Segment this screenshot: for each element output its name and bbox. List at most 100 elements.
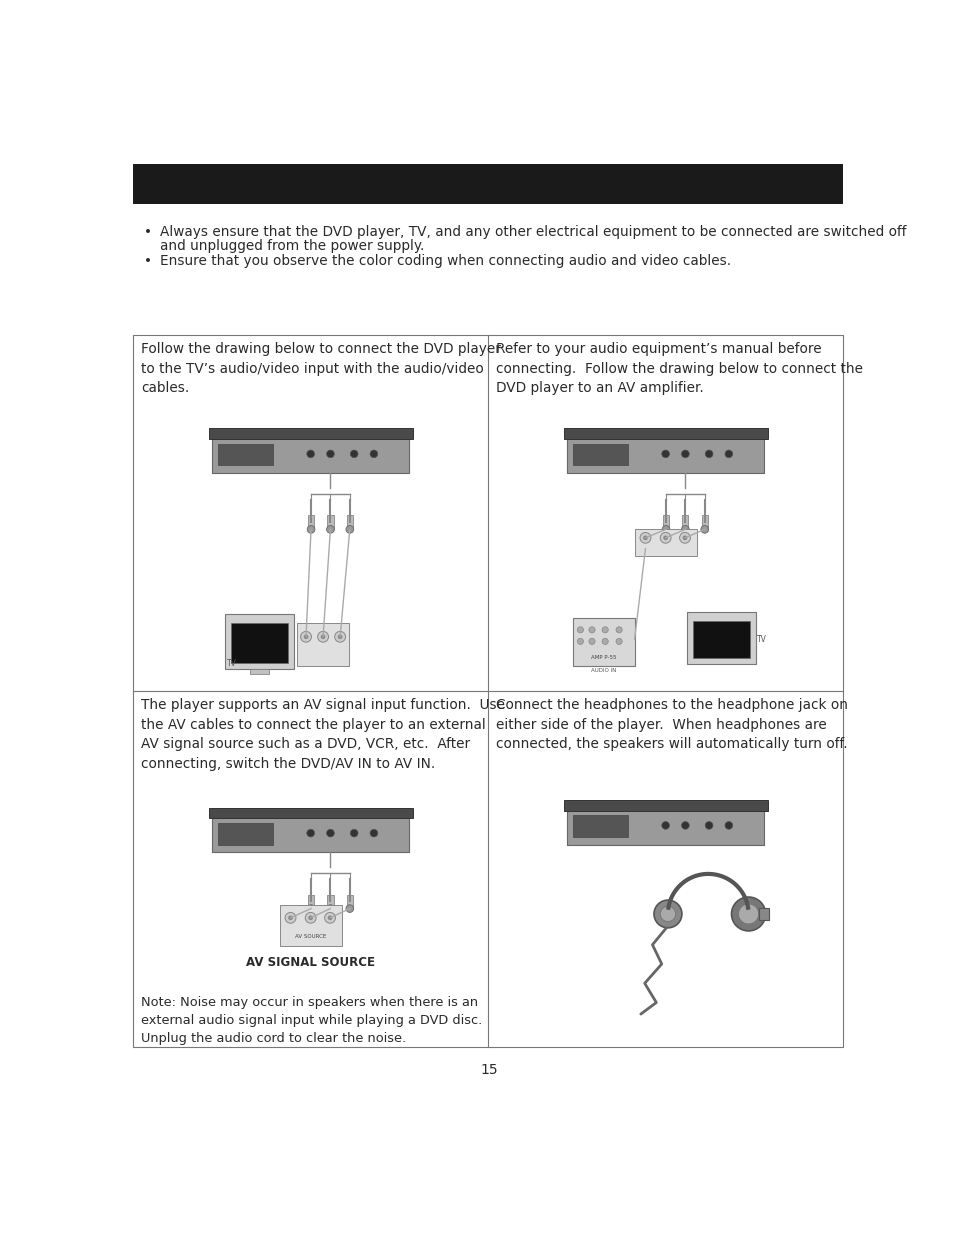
Circle shape [654, 900, 681, 927]
Circle shape [642, 536, 647, 540]
Circle shape [661, 526, 669, 534]
Bar [218, 443, 274, 466]
Bar [573, 815, 628, 837]
Text: •: • [144, 225, 152, 240]
Text: AV SIGNAL SOURCE: AV SIGNAL SOURCE [246, 956, 375, 969]
Bar [327, 894, 334, 909]
Text: TV: TV [757, 635, 766, 645]
Bar [279, 905, 341, 946]
Circle shape [661, 450, 669, 458]
Circle shape [328, 915, 332, 920]
Circle shape [639, 532, 650, 543]
Circle shape [320, 635, 325, 638]
Circle shape [731, 897, 765, 931]
Circle shape [659, 532, 670, 543]
Circle shape [326, 526, 334, 534]
Bar [231, 622, 288, 663]
Circle shape [680, 450, 688, 458]
Bar [133, 163, 842, 204]
Circle shape [337, 635, 342, 638]
Circle shape [324, 913, 335, 924]
Bar [346, 894, 353, 909]
Circle shape [659, 906, 675, 921]
Circle shape [307, 829, 314, 837]
Circle shape [350, 450, 357, 458]
Bar [133, 335, 842, 1047]
Text: •: • [144, 254, 152, 268]
Circle shape [307, 526, 314, 534]
Circle shape [317, 631, 328, 642]
Circle shape [616, 638, 621, 645]
Text: 15: 15 [479, 1063, 497, 1077]
Text: AMP P-55: AMP P-55 [590, 655, 616, 659]
Text: and unplugged from the power supply.: and unplugged from the power supply. [159, 240, 423, 253]
Bar [308, 515, 314, 530]
Circle shape [700, 526, 708, 534]
Text: Follow the drawing below to connect the DVD player
to the TV’s audio/video input: Follow the drawing below to connect the … [141, 342, 500, 395]
Bar [296, 622, 349, 666]
Circle shape [346, 526, 354, 534]
Circle shape [724, 450, 732, 458]
Text: AUDIO IN: AUDIO IN [590, 668, 616, 673]
Bar [681, 515, 688, 530]
Circle shape [662, 536, 667, 540]
Bar [308, 894, 314, 909]
Bar [225, 614, 294, 669]
Text: Refer to your audio equipment’s manual before
connecting.  Follow the drawing be: Refer to your audio equipment’s manual b… [496, 342, 862, 395]
Bar [566, 806, 763, 845]
Bar [686, 613, 755, 663]
Text: Always ensure that the DVD player, TV, and any other electrical equipment to be : Always ensure that the DVD player, TV, a… [159, 225, 905, 240]
Circle shape [307, 450, 314, 458]
Text: The player supports an AV signal input function.  Use
the AV cables to connect t: The player supports an AV signal input f… [141, 698, 504, 771]
Circle shape [724, 821, 732, 829]
Bar [700, 515, 707, 530]
Circle shape [305, 913, 315, 924]
Text: AV SOURCE: AV SOURCE [294, 935, 326, 940]
Circle shape [577, 626, 583, 632]
Circle shape [350, 829, 357, 837]
Bar [572, 619, 634, 666]
Bar [209, 808, 412, 819]
Circle shape [370, 829, 377, 837]
Circle shape [307, 905, 314, 913]
Circle shape [616, 626, 621, 632]
Circle shape [285, 913, 295, 924]
Circle shape [577, 638, 583, 645]
Bar [212, 435, 409, 473]
Circle shape [288, 915, 293, 920]
Circle shape [300, 631, 311, 642]
Circle shape [680, 526, 688, 534]
Circle shape [679, 532, 690, 543]
Circle shape [346, 905, 354, 913]
Circle shape [680, 821, 688, 829]
Circle shape [601, 638, 608, 645]
Bar [346, 515, 353, 530]
Circle shape [326, 829, 334, 837]
Bar [573, 443, 628, 466]
Bar [250, 669, 269, 674]
Circle shape [682, 536, 686, 540]
Circle shape [308, 915, 313, 920]
Circle shape [335, 631, 345, 642]
Circle shape [326, 905, 334, 913]
Circle shape [601, 626, 608, 632]
Circle shape [303, 635, 308, 638]
Circle shape [738, 904, 758, 924]
Text: Ensure that you observe the color coding when connecting audio and video cables.: Ensure that you observe the color coding… [159, 254, 730, 268]
Bar [759, 908, 768, 920]
Bar [692, 621, 749, 657]
Bar [563, 429, 767, 440]
Circle shape [326, 450, 334, 458]
Circle shape [704, 450, 712, 458]
Bar [634, 529, 696, 556]
Circle shape [661, 821, 669, 829]
Bar [327, 515, 334, 530]
Bar [218, 823, 274, 845]
Bar [662, 515, 668, 530]
Circle shape [588, 638, 595, 645]
Circle shape [370, 450, 377, 458]
Circle shape [588, 626, 595, 632]
Bar [209, 429, 412, 440]
Text: Note: Noise may occur in speakers when there is an
external audio signal input w: Note: Noise may occur in speakers when t… [141, 995, 481, 1045]
Bar [566, 435, 763, 473]
